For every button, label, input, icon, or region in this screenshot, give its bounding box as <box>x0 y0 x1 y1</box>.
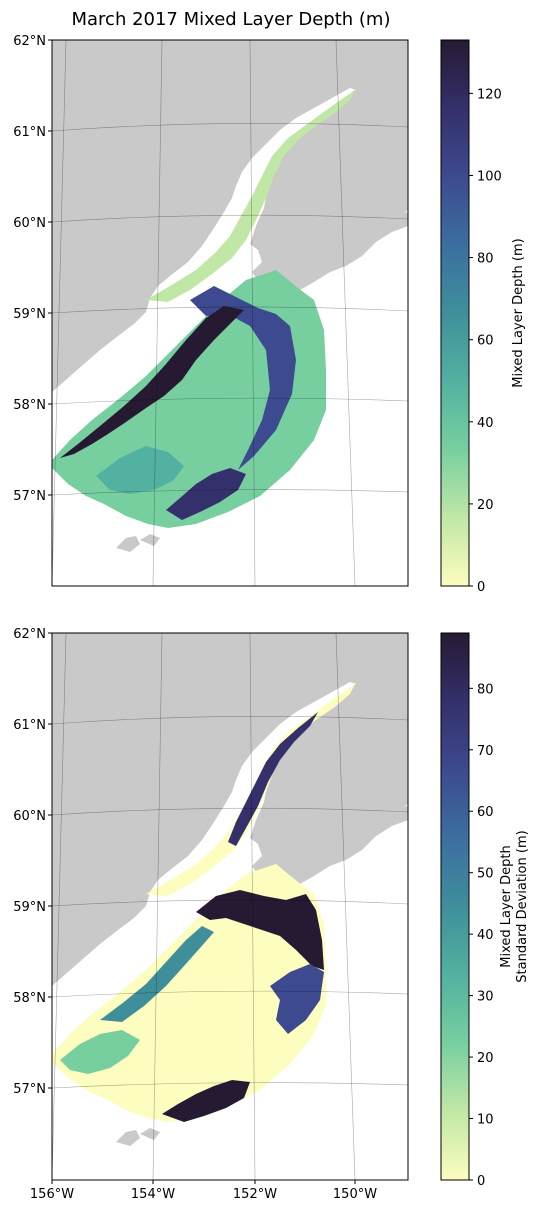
lat-label: 61°N <box>13 125 46 140</box>
land-mass <box>52 633 408 1044</box>
lat-label: 60°N <box>13 809 46 824</box>
map-panel-std: 62°N 61°N 60°N 59°N 58°N 57°N 156°W 154°W 152°W… <box>13 627 409 1202</box>
lon-labels: 156°W 154°W 152°W 150°W <box>30 1180 377 1202</box>
colorbar-tick-label: 60 <box>477 334 494 349</box>
colorbar-tick-label: 120 <box>477 87 502 102</box>
lat-label: 58°N <box>13 991 46 1006</box>
lat-labels: 62°N 61°N 60°N 59°N 58°N 57°N <box>13 34 52 504</box>
gridlines <box>52 40 408 586</box>
colorbar-title: Mixed Layer Depth (m) <box>511 238 526 387</box>
land-mass <box>52 40 408 450</box>
colorbar-ticks: 0 10 20 30 40 50 60 70 80 <box>469 682 494 1189</box>
colorbar-ticks: 0 20 40 60 80 100 120 <box>469 87 502 595</box>
colorbar-tick-label: 0 <box>477 580 485 595</box>
colorbar-tick-label: 50 <box>477 867 494 882</box>
lon-label: 156°W <box>30 1187 74 1202</box>
coast-islands <box>318 210 408 272</box>
lat-label: 62°N <box>13 34 46 49</box>
map-panel-mld: 62°N 61°N 60°N 59°N 58°N 57°N <box>13 34 409 587</box>
colorbar-tick-label: 40 <box>477 416 494 431</box>
colorbar-label: Mixed Layer Depth (m) <box>511 238 526 387</box>
lon-label: 150°W <box>333 1187 377 1202</box>
colorbar-tick-label: 0 <box>477 1174 485 1189</box>
colorbar-tick-label: 100 <box>477 169 502 184</box>
small-islands <box>116 1128 160 1146</box>
figure-title: March 2017 Mixed Layer Depth (m) <box>71 9 390 30</box>
colorbar-tick-label: 40 <box>477 928 494 943</box>
lon-label: 152°W <box>233 1187 277 1202</box>
colorbar-gradient <box>440 39 470 587</box>
lon-label: 154°W <box>131 1187 175 1202</box>
colorbar-mld: 0 20 40 60 80 100 120 Mixed Layer Depth (m) <box>440 39 526 595</box>
lat-labels: 62°N 61°N 60°N 59°N 58°N 57°N <box>13 627 52 1097</box>
gridlines <box>52 633 408 1180</box>
lat-label: 59°N <box>13 900 46 915</box>
colorbar-title: Mixed Layer Depth <box>499 845 514 967</box>
colorbar-tick-label: 70 <box>477 744 494 759</box>
lat-label: 60°N <box>13 216 46 231</box>
colorbar-title: Standard Deviation (m) <box>515 830 530 982</box>
lat-label: 57°N <box>13 489 46 504</box>
colorbar-tick-label: 30 <box>477 990 494 1005</box>
colorbar-std: 0 10 20 30 40 50 60 70 80 Mixed Layer Depth Stand… <box>440 632 530 1189</box>
small-islands <box>116 534 160 552</box>
colorbar-tick-label: 10 <box>477 1113 494 1128</box>
lat-label: 58°N <box>13 398 46 413</box>
mld-data-field <box>52 88 356 528</box>
colorbar-label: Mixed Layer Depth Standard Deviation (m) <box>499 830 530 982</box>
std-data-field <box>52 682 356 1122</box>
coast-islands <box>318 804 408 866</box>
colorbar-tick-label: 20 <box>477 1051 494 1066</box>
lat-label: 62°N <box>13 627 46 642</box>
colorbar-tick-label: 60 <box>477 805 494 820</box>
lat-label: 61°N <box>13 718 46 733</box>
colorbar-gradient <box>440 632 470 1181</box>
colorbar-tick-label: 80 <box>477 682 494 697</box>
colorbar-tick-label: 80 <box>477 252 494 267</box>
colorbar-tick-label: 20 <box>477 498 494 513</box>
lat-label: 59°N <box>13 307 46 322</box>
lat-label: 57°N <box>13 1082 46 1097</box>
